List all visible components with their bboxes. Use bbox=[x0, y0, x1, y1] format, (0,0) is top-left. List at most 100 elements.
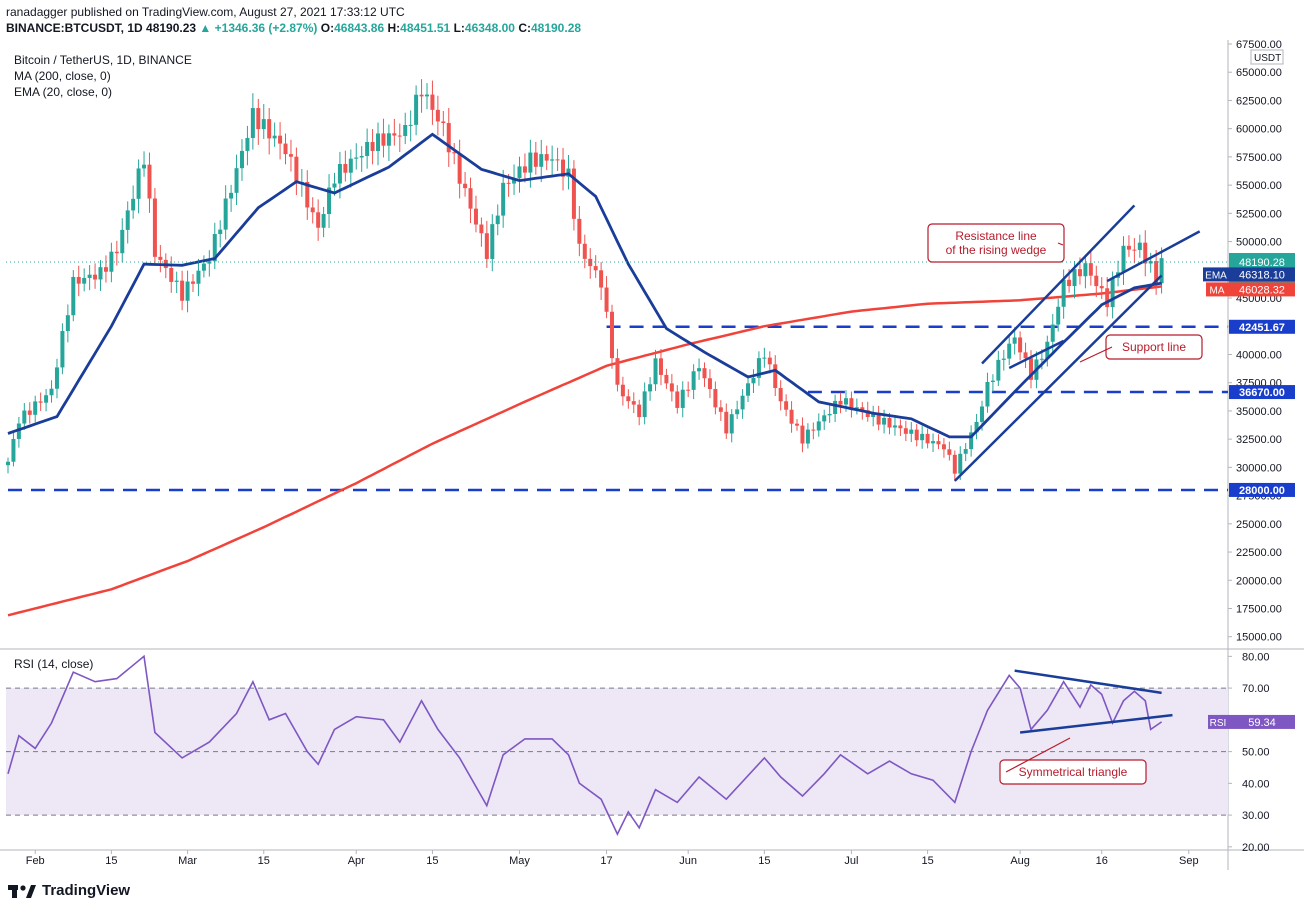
time-tick-label: 15 bbox=[758, 855, 770, 867]
candle-body bbox=[452, 152, 457, 154]
high-value: 48451.51 bbox=[400, 21, 451, 35]
currency-box bbox=[1250, 49, 1284, 65]
candle-body bbox=[843, 398, 848, 405]
price-tick-label: 32500.00 bbox=[1236, 434, 1282, 446]
candle-body bbox=[909, 429, 914, 434]
price-tick-label: 17500.00 bbox=[1236, 603, 1282, 615]
wedge-trendline-resistance bbox=[981, 204, 1136, 365]
candle-body bbox=[218, 229, 223, 235]
candle-body bbox=[555, 159, 560, 161]
close-label: C: bbox=[518, 21, 531, 35]
candle-body bbox=[756, 358, 761, 378]
wedge-trendline-resistance-extension bbox=[1106, 230, 1201, 283]
candle-body bbox=[1039, 358, 1044, 360]
price-tick-label: 62500.00 bbox=[1236, 95, 1282, 107]
rsi-tag: RSI bbox=[1210, 718, 1227, 729]
candle-body bbox=[1061, 279, 1066, 307]
candle-body bbox=[925, 433, 930, 444]
ma-price-box bbox=[1229, 282, 1295, 297]
time-tick-label: 15 bbox=[426, 855, 438, 867]
candle-body bbox=[882, 417, 887, 425]
candle-body bbox=[1077, 269, 1082, 277]
candle-body bbox=[691, 371, 696, 390]
candle-body bbox=[1001, 358, 1006, 360]
rsi-tick-label: 40.00 bbox=[1242, 778, 1270, 790]
rsi-value-box bbox=[1229, 714, 1295, 729]
candle-body bbox=[898, 425, 903, 429]
price-tick-label: 25000.00 bbox=[1236, 519, 1282, 531]
candle-body bbox=[533, 152, 538, 167]
candle-body bbox=[795, 423, 800, 426]
candle-body bbox=[1067, 279, 1072, 287]
candle-body bbox=[1132, 249, 1137, 251]
candle-body bbox=[152, 198, 157, 257]
candle-body bbox=[697, 368, 702, 372]
up-arrow-icon: ▲ bbox=[199, 21, 212, 35]
candle-body bbox=[1007, 343, 1012, 359]
candle-body bbox=[582, 243, 587, 259]
candle-body bbox=[283, 143, 288, 155]
tradingview-logo[interactable]: TradingView bbox=[8, 882, 130, 899]
candle-body bbox=[446, 123, 451, 153]
rsi-triangle-triangle-top bbox=[1014, 669, 1162, 695]
candle-body bbox=[854, 407, 859, 409]
time-tick-label: 16 bbox=[1096, 855, 1108, 867]
candle-body bbox=[261, 119, 266, 130]
candle-body bbox=[746, 383, 751, 396]
price-tick-label: 15000.00 bbox=[1236, 632, 1282, 644]
candle-body bbox=[604, 287, 609, 312]
level-price-label: 36670.00 bbox=[1239, 387, 1285, 399]
rsi-value-label: 59.34 bbox=[1248, 717, 1276, 729]
candle-body bbox=[664, 374, 669, 384]
ema-legend: EMA (20, close, 0) bbox=[14, 85, 113, 99]
candle-body bbox=[191, 281, 196, 284]
ema-tag-box bbox=[1203, 267, 1229, 282]
candle-body bbox=[658, 358, 663, 375]
candle-body bbox=[805, 429, 810, 444]
price-tick-label: 22500.00 bbox=[1236, 547, 1282, 559]
candle-body bbox=[735, 409, 740, 415]
candle-body bbox=[702, 368, 707, 379]
candle-body bbox=[631, 401, 636, 405]
last-price-label: 48190.28 bbox=[1239, 257, 1285, 269]
candle-body bbox=[610, 311, 614, 359]
rsi-tick-label: 70.00 bbox=[1242, 683, 1270, 695]
price-tick-label: 67500.00 bbox=[1236, 39, 1282, 51]
candle-body bbox=[903, 428, 908, 434]
candle-body bbox=[201, 263, 206, 271]
candle-body bbox=[397, 135, 402, 137]
candle-body bbox=[381, 133, 386, 146]
price-tick-label: 65000.00 bbox=[1236, 67, 1282, 79]
candle-body bbox=[789, 409, 794, 424]
candle-body bbox=[82, 277, 87, 284]
candle-body bbox=[958, 453, 963, 474]
candle-body bbox=[87, 274, 92, 278]
candle-body bbox=[1137, 242, 1142, 250]
price-tick-label: 60000.00 bbox=[1236, 124, 1282, 136]
time-tick-label: Jun bbox=[679, 855, 697, 867]
publisher-line: ranadagger published on TradingView.com,… bbox=[6, 5, 405, 19]
candle-body bbox=[1012, 337, 1017, 344]
time-tick-label: Jul bbox=[844, 855, 858, 867]
candle-body bbox=[931, 441, 936, 444]
candle-body bbox=[212, 234, 217, 262]
price-tick-label: 20000.00 bbox=[1236, 575, 1282, 587]
level-price-label: 42451.67 bbox=[1239, 322, 1285, 334]
candle-body bbox=[27, 410, 32, 415]
triangle-annotation-box bbox=[999, 759, 1147, 785]
candle-body bbox=[963, 449, 968, 454]
triangle-annotation-pointer bbox=[1005, 737, 1071, 773]
wedge-trendline-support-lower bbox=[1008, 339, 1065, 370]
candle-body bbox=[1018, 337, 1023, 353]
time-tick-label: 17 bbox=[600, 855, 612, 867]
candle-body bbox=[49, 388, 54, 396]
candle-body bbox=[392, 133, 397, 136]
candle-body bbox=[996, 359, 1001, 381]
candle-body bbox=[359, 155, 364, 158]
candle-body bbox=[1121, 245, 1126, 273]
chart-title: Bitcoin / TetherUS, 1D, BINANCE bbox=[14, 53, 192, 67]
low-value: 46348.00 bbox=[464, 21, 515, 35]
candle-body bbox=[441, 121, 446, 124]
candle-body bbox=[767, 357, 772, 365]
